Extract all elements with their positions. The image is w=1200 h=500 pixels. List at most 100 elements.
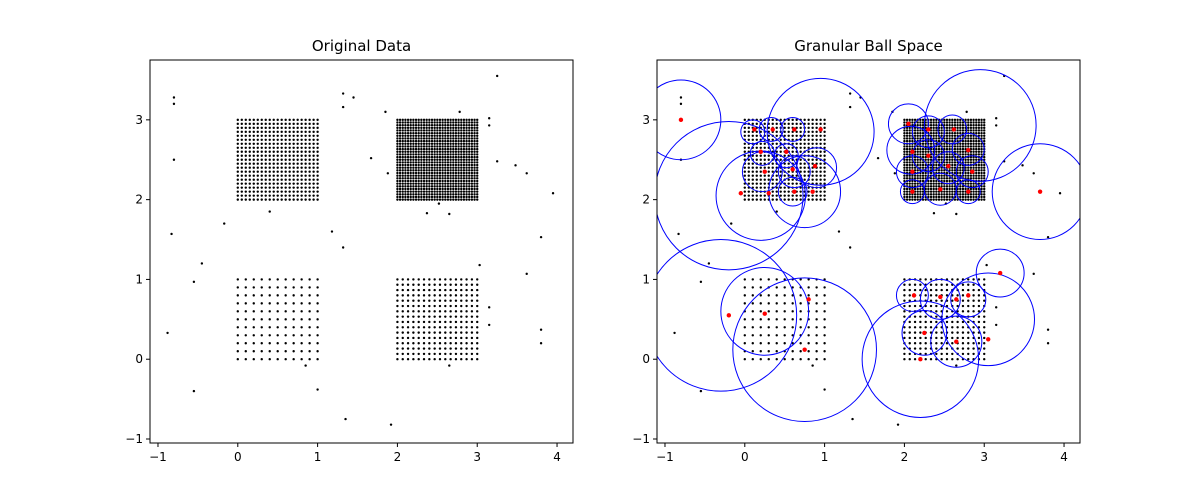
data-point — [903, 161, 906, 164]
data-point — [236, 126, 239, 130]
data-point — [815, 170, 818, 173]
data-point — [316, 146, 319, 149]
data-point — [454, 118, 458, 122]
data-point — [953, 171, 957, 175]
data-point — [422, 126, 426, 130]
data-point — [280, 126, 283, 130]
data-point — [460, 118, 463, 122]
data-point — [905, 129, 909, 132]
data-point — [823, 166, 826, 169]
data-point — [422, 278, 426, 281]
data-point — [260, 326, 263, 329]
data-point — [983, 358, 986, 361]
data-point — [236, 174, 239, 177]
data-point — [927, 161, 930, 164]
data-point — [300, 138, 303, 141]
data-point — [924, 288, 927, 292]
data-point — [980, 190, 983, 193]
data-point — [308, 350, 311, 353]
panel-title: Original Data — [312, 37, 411, 55]
data-point — [449, 193, 452, 196]
data-point — [956, 145, 959, 148]
data-point — [280, 162, 283, 165]
data-point — [775, 318, 778, 321]
data-point — [747, 174, 750, 177]
data-point — [414, 150, 418, 153]
data-point — [446, 134, 450, 138]
data-point — [743, 286, 746, 289]
data-point — [803, 142, 806, 145]
data-point — [953, 161, 957, 164]
data-point — [948, 169, 951, 172]
data-point — [743, 342, 746, 345]
data-point — [420, 158, 423, 161]
data-point — [775, 310, 778, 313]
data-point — [799, 158, 802, 161]
data-point — [409, 171, 412, 175]
data-point — [406, 174, 410, 177]
data-point — [945, 177, 949, 180]
data-point — [444, 310, 447, 313]
data-point — [972, 187, 975, 191]
data-point — [487, 323, 491, 327]
data-point — [751, 174, 754, 177]
data-point — [903, 283, 906, 286]
data-point — [743, 186, 746, 189]
data-point — [759, 118, 762, 122]
data-point — [409, 158, 412, 161]
data-point — [280, 194, 283, 197]
data-point — [172, 96, 176, 99]
data-point — [956, 129, 959, 132]
data-point — [412, 142, 415, 145]
data-point — [783, 334, 786, 337]
data-point — [446, 185, 450, 188]
data-point — [476, 121, 479, 124]
data-point — [398, 139, 402, 143]
data-point — [396, 166, 399, 169]
data-point — [468, 150, 471, 153]
data-point — [951, 166, 954, 169]
data-point — [961, 299, 965, 302]
data-point — [945, 123, 949, 127]
data-point — [417, 171, 420, 175]
data-point — [771, 198, 774, 201]
granular-ball — [955, 155, 989, 189]
data-point — [465, 288, 468, 292]
data-point — [959, 163, 962, 167]
data-point — [296, 118, 299, 122]
data-point — [304, 170, 307, 173]
data-point — [449, 129, 452, 132]
data-point — [441, 161, 444, 164]
data-point — [438, 185, 442, 188]
data-point — [956, 347, 959, 350]
data-point — [473, 118, 476, 122]
data-point — [983, 326, 986, 329]
data-point — [935, 142, 938, 145]
data-point — [743, 130, 746, 134]
axes-frame — [656, 59, 1081, 444]
data-point — [977, 177, 981, 180]
data-point — [433, 187, 436, 191]
data-point — [969, 174, 973, 177]
data-point — [465, 198, 468, 201]
data-point — [312, 190, 315, 193]
data-point — [916, 177, 919, 180]
data-point — [292, 334, 295, 337]
data-point — [980, 161, 983, 164]
data-point — [807, 138, 810, 141]
data-point — [937, 147, 941, 151]
data-point — [404, 129, 407, 132]
ball-center-point — [762, 311, 767, 316]
data-point — [248, 166, 251, 169]
data-point — [433, 347, 436, 350]
data-point — [961, 304, 965, 308]
data-point — [240, 130, 243, 134]
data-point — [795, 130, 798, 134]
data-point — [292, 130, 295, 134]
data-point — [951, 342, 954, 345]
data-point — [449, 161, 452, 164]
data-point — [983, 118, 986, 122]
data-point — [815, 126, 818, 130]
data-point — [759, 182, 762, 185]
granular-ball — [887, 103, 929, 145]
